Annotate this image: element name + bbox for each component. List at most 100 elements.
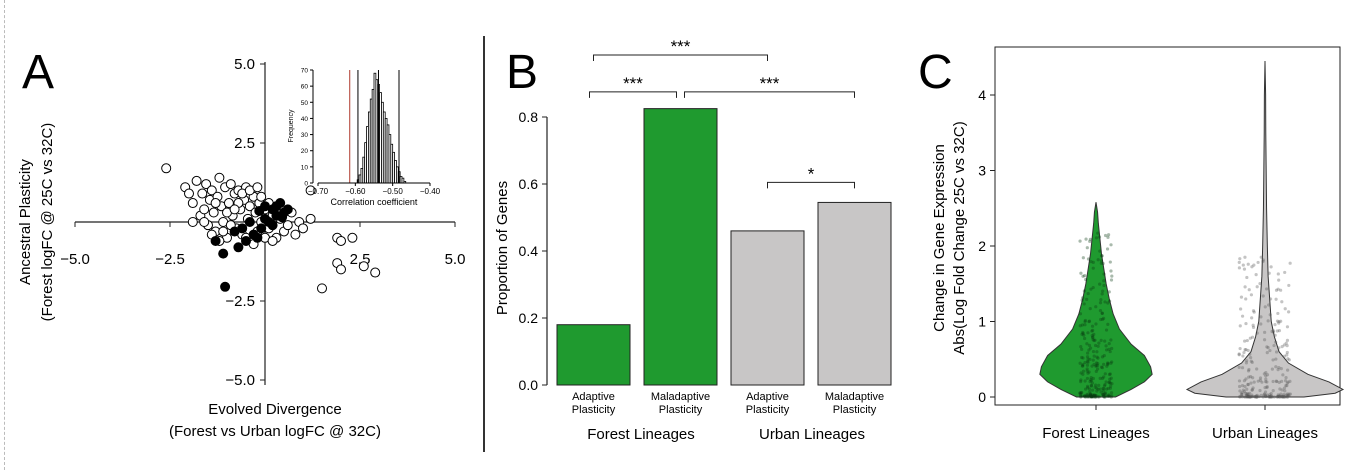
data-point-open — [358, 261, 369, 272]
jitter-point — [1253, 395, 1257, 399]
jitter-point — [1268, 395, 1272, 399]
jitter-point — [1108, 349, 1112, 354]
jitter-point — [1101, 392, 1105, 397]
jitter-point — [1248, 391, 1252, 395]
jitter-point — [1246, 382, 1250, 386]
data-point-open — [347, 232, 358, 243]
jitter-point — [1094, 305, 1098, 309]
data-point-open — [161, 163, 172, 174]
jitter-point — [1099, 259, 1104, 263]
jitter-point — [1255, 331, 1259, 335]
x-axis-label-detail: (Forest vs Urban logFC @ 32C) — [169, 423, 381, 440]
jitter-point — [1099, 365, 1104, 369]
data-point-open — [282, 220, 293, 231]
jitter-point — [1091, 395, 1095, 399]
significance-bracket — [593, 54, 768, 62]
jitter-point — [1106, 361, 1110, 365]
data-point-open — [370, 267, 381, 278]
jitter-point — [1279, 319, 1283, 323]
jitter-point — [1261, 259, 1265, 264]
data-point-filled — [271, 201, 282, 212]
jitter-point — [1253, 395, 1258, 399]
jitter-point — [1084, 395, 1088, 399]
jitter-point — [1081, 372, 1085, 376]
jitter-point — [1090, 395, 1094, 399]
jitter-point — [1287, 358, 1291, 362]
jitter-point — [1258, 281, 1262, 286]
jitter-point — [1079, 378, 1083, 382]
jitter-point — [1251, 325, 1256, 329]
panel-b-bar-chart: 0.00.20.40.60.8 AdaptivePlasticityMalada… — [494, 37, 892, 443]
jitter-point — [1271, 358, 1275, 362]
jitter-point — [1247, 395, 1251, 399]
jitter-point — [1106, 362, 1110, 367]
jitter-point — [1238, 395, 1242, 399]
jitter-point — [1260, 380, 1264, 384]
jitter-point — [1276, 287, 1280, 291]
jitter-point — [1083, 318, 1087, 323]
jitter-point — [1078, 324, 1082, 328]
jitter-point — [1256, 379, 1260, 383]
jitter-point — [1270, 395, 1274, 399]
jitter-point — [1279, 392, 1283, 396]
jitter-point — [1261, 258, 1265, 262]
jitter-point — [1265, 385, 1269, 390]
jitter-point — [1242, 389, 1247, 393]
data-point-open — [208, 207, 219, 218]
jitter-point — [1089, 379, 1094, 383]
jitter-point — [1241, 388, 1245, 392]
jitter-point — [1248, 352, 1252, 356]
panel-letter-a: A — [22, 46, 54, 99]
jitter-point — [1237, 260, 1241, 264]
significance-label: *** — [760, 74, 780, 93]
jitter-point — [1096, 361, 1100, 366]
jitter-point — [1108, 394, 1112, 398]
jitter-point — [1089, 395, 1093, 399]
jitter-point — [1109, 278, 1114, 282]
data-point-open — [317, 283, 327, 294]
jitter-point — [1081, 331, 1085, 336]
jitter-point — [1103, 392, 1107, 396]
jitter-point — [1101, 289, 1105, 293]
jitter-point — [1091, 376, 1095, 381]
jitter-point — [1286, 394, 1290, 398]
jitter-point — [1100, 254, 1104, 258]
jitter-point — [1268, 313, 1272, 317]
jitter-point — [1095, 389, 1099, 393]
jitter-point — [1261, 395, 1265, 399]
jitter-point — [1272, 395, 1276, 399]
jitter-point — [1255, 367, 1259, 371]
jitter-point — [1088, 392, 1093, 396]
jitter-point — [1283, 379, 1288, 383]
jitter-point — [1263, 330, 1267, 334]
bar — [817, 201, 892, 386]
jitter-point — [1104, 387, 1109, 391]
jitter-point — [1281, 394, 1286, 398]
jitter-point — [1106, 301, 1110, 305]
y-tick-label: 4 — [978, 87, 986, 103]
data-point-open — [305, 185, 316, 196]
jitter-point — [1086, 371, 1090, 375]
panel-letter-b: B — [506, 46, 538, 99]
jitter-point — [1245, 338, 1249, 343]
jitter-point — [1091, 349, 1096, 354]
jitter-point — [1090, 364, 1094, 368]
panel-letter-c: C — [918, 46, 953, 99]
jitter-point — [1079, 391, 1083, 395]
jitter-point — [1287, 392, 1291, 396]
jitter-point — [1089, 394, 1093, 398]
jitter-point — [1083, 394, 1087, 398]
jitter-point — [1275, 319, 1280, 323]
jitter-point — [1107, 299, 1112, 303]
jitter-point — [1279, 367, 1283, 371]
inset-y-tick-label: 30 — [301, 132, 309, 139]
data-point-filled — [229, 226, 240, 237]
jitter-point — [1083, 394, 1087, 398]
jitter-point — [1259, 393, 1263, 397]
jitter-point — [1082, 302, 1086, 306]
jitter-point — [1102, 387, 1106, 391]
jitter-point — [1280, 300, 1284, 304]
y-tick-label: 5.0 — [234, 56, 255, 73]
jitter-point — [1266, 345, 1270, 350]
